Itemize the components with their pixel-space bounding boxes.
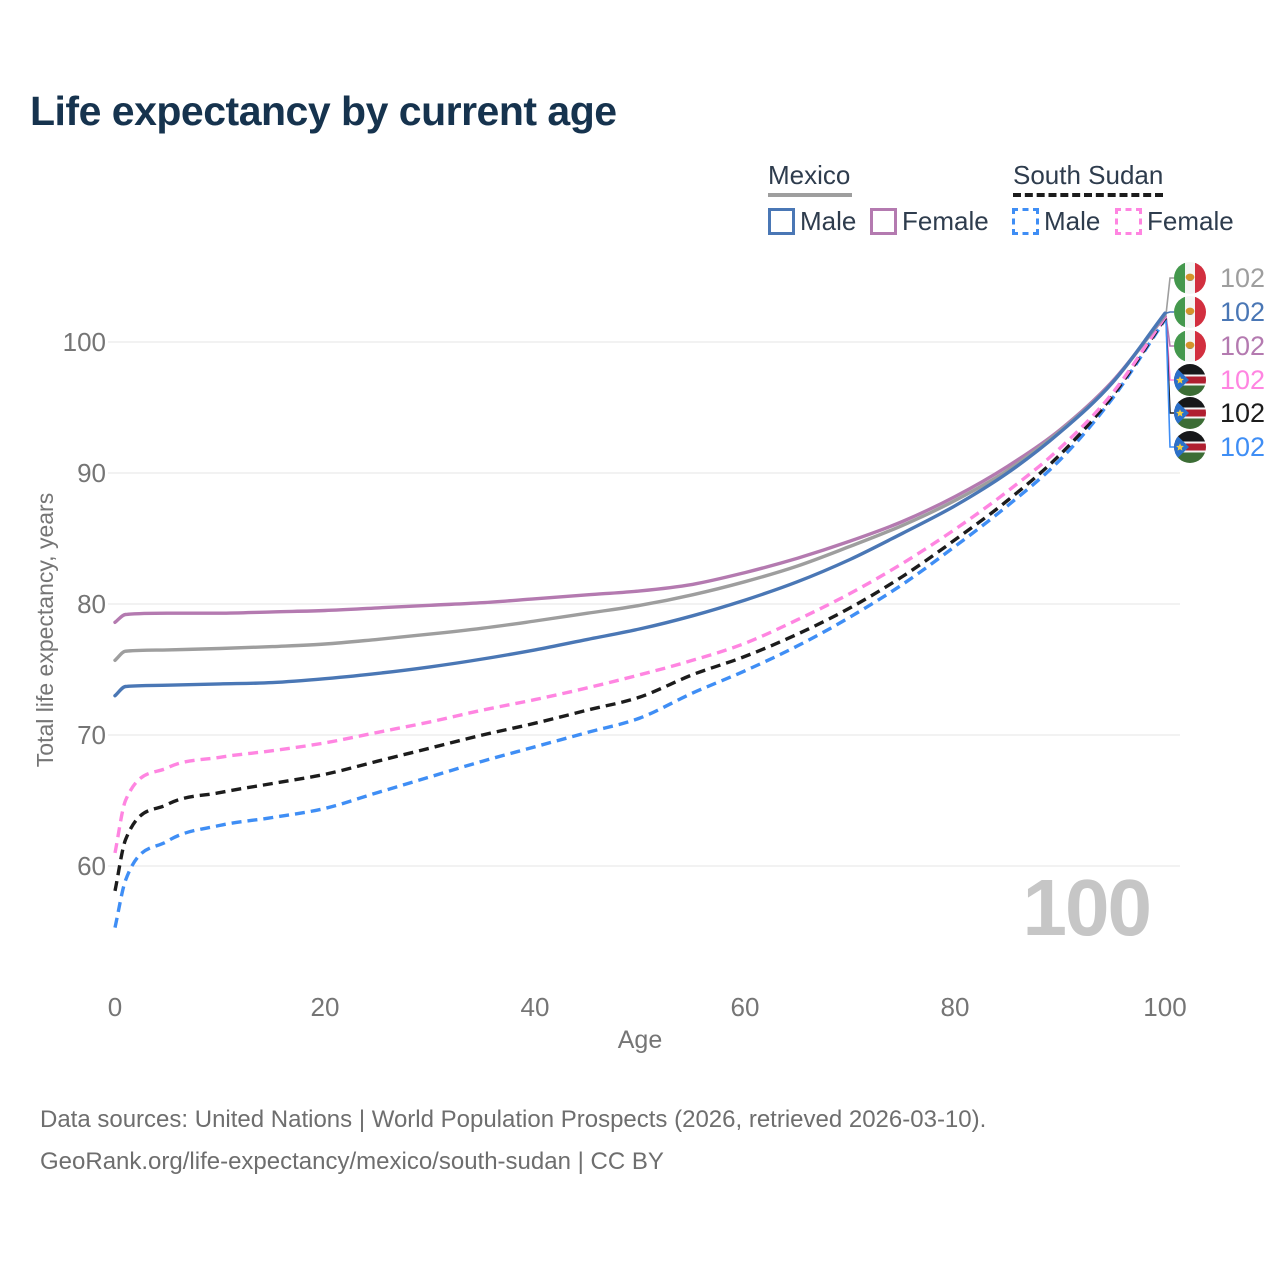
footer-attribution: GeoRank.org/life-expectancy/mexico/south… — [40, 1148, 664, 1175]
end-label-connector-south-sudan-male — [1165, 319, 1174, 448]
legend-item-south-sudan-female[interactable]: Female — [1115, 207, 1234, 235]
legend-item-label: Female — [1147, 206, 1234, 236]
series-line-mexico-female[interactable] — [113, 314, 1167, 624]
end-label-mexico-2: 102 — [1174, 330, 1265, 362]
mexico-flag-icon — [1174, 262, 1206, 294]
legend-swatch-south-sudan-male — [1012, 207, 1039, 235]
series-line-mexico-male[interactable] — [113, 311, 1167, 698]
x-tick-20: 20 — [310, 992, 340, 1022]
y-tick-100: 100 — [62, 327, 106, 357]
legend-swatch-mexico-male — [768, 207, 795, 235]
end-label-value: 102 — [1220, 263, 1266, 293]
page-title: Life expectancy by current age — [30, 88, 617, 134]
legend-item-mexico-male[interactable]: Male — [768, 207, 856, 235]
series-line-south-sudan-both-sexes[interactable] — [113, 317, 1167, 892]
legend-item-label: Male — [1044, 206, 1101, 236]
legend-country-south-sudan: South Sudan — [1013, 160, 1164, 190]
x-axis-title: Age — [617, 1026, 663, 1054]
legend-swatch-mexico-female — [870, 207, 897, 235]
y-tick-60: 60 — [77, 851, 106, 881]
south-sudan-flag-icon — [1174, 431, 1206, 463]
x-tick-40: 40 — [520, 992, 550, 1022]
end-label-value: 102 — [1220, 365, 1266, 395]
legend-swatch-south-sudan-female — [1115, 207, 1142, 235]
series-line-mexico-both-sexes[interactable] — [113, 312, 1167, 662]
y-tick-70: 70 — [77, 720, 106, 750]
x-tick-80: 80 — [940, 992, 970, 1022]
mexico-flag-icon — [1174, 330, 1206, 362]
series-line-south-sudan-female[interactable] — [113, 316, 1167, 854]
x-tick-100: 100 — [1143, 992, 1187, 1022]
legend-underline-mexico — [768, 193, 852, 197]
legend-item-mexico-female[interactable]: Female — [870, 207, 989, 235]
footer-data-sources: Data sources: United Nations | World Pop… — [40, 1106, 987, 1133]
end-label-connector-mexico-both-sexes — [1165, 277, 1174, 315]
legend-item-south-sudan-male[interactable]: Male — [1012, 207, 1100, 235]
end-label-mexico-1: 102 — [1174, 296, 1265, 328]
x-tick-0: 0 — [107, 992, 123, 1022]
end-label-south-sudan-3: 102 — [1174, 364, 1265, 396]
south-sudan-flag-icon — [1174, 364, 1206, 396]
end-label-south-sudan-5: 102 — [1174, 431, 1265, 463]
end-label-value: 102 — [1220, 432, 1266, 462]
legend-item-label: Female — [902, 206, 989, 236]
south-sudan-flag-icon — [1174, 397, 1206, 429]
legend-underline-south-sudan — [1013, 193, 1163, 197]
mexico-flag-icon — [1174, 296, 1206, 328]
end-label-value: 102 — [1220, 331, 1266, 361]
end-label-south-sudan-4: 102 — [1174, 397, 1265, 429]
end-label-connector-mexico-male — [1165, 311, 1174, 314]
y-axis-title: Total life expectancy, years — [32, 492, 58, 768]
y-tick-80: 80 — [77, 589, 106, 619]
legend-item-label: Male — [800, 206, 857, 236]
y-tick-90: 90 — [77, 458, 106, 488]
legend-country-mexico: Mexico — [768, 160, 851, 190]
end-label-value: 102 — [1220, 297, 1266, 327]
age-counter: 100 — [1022, 863, 1152, 952]
end-label-value: 102 — [1220, 398, 1266, 428]
series-line-south-sudan-male[interactable] — [113, 318, 1167, 928]
end-label-mexico-0: 102 — [1174, 262, 1265, 294]
x-tick-60: 60 — [730, 992, 760, 1022]
